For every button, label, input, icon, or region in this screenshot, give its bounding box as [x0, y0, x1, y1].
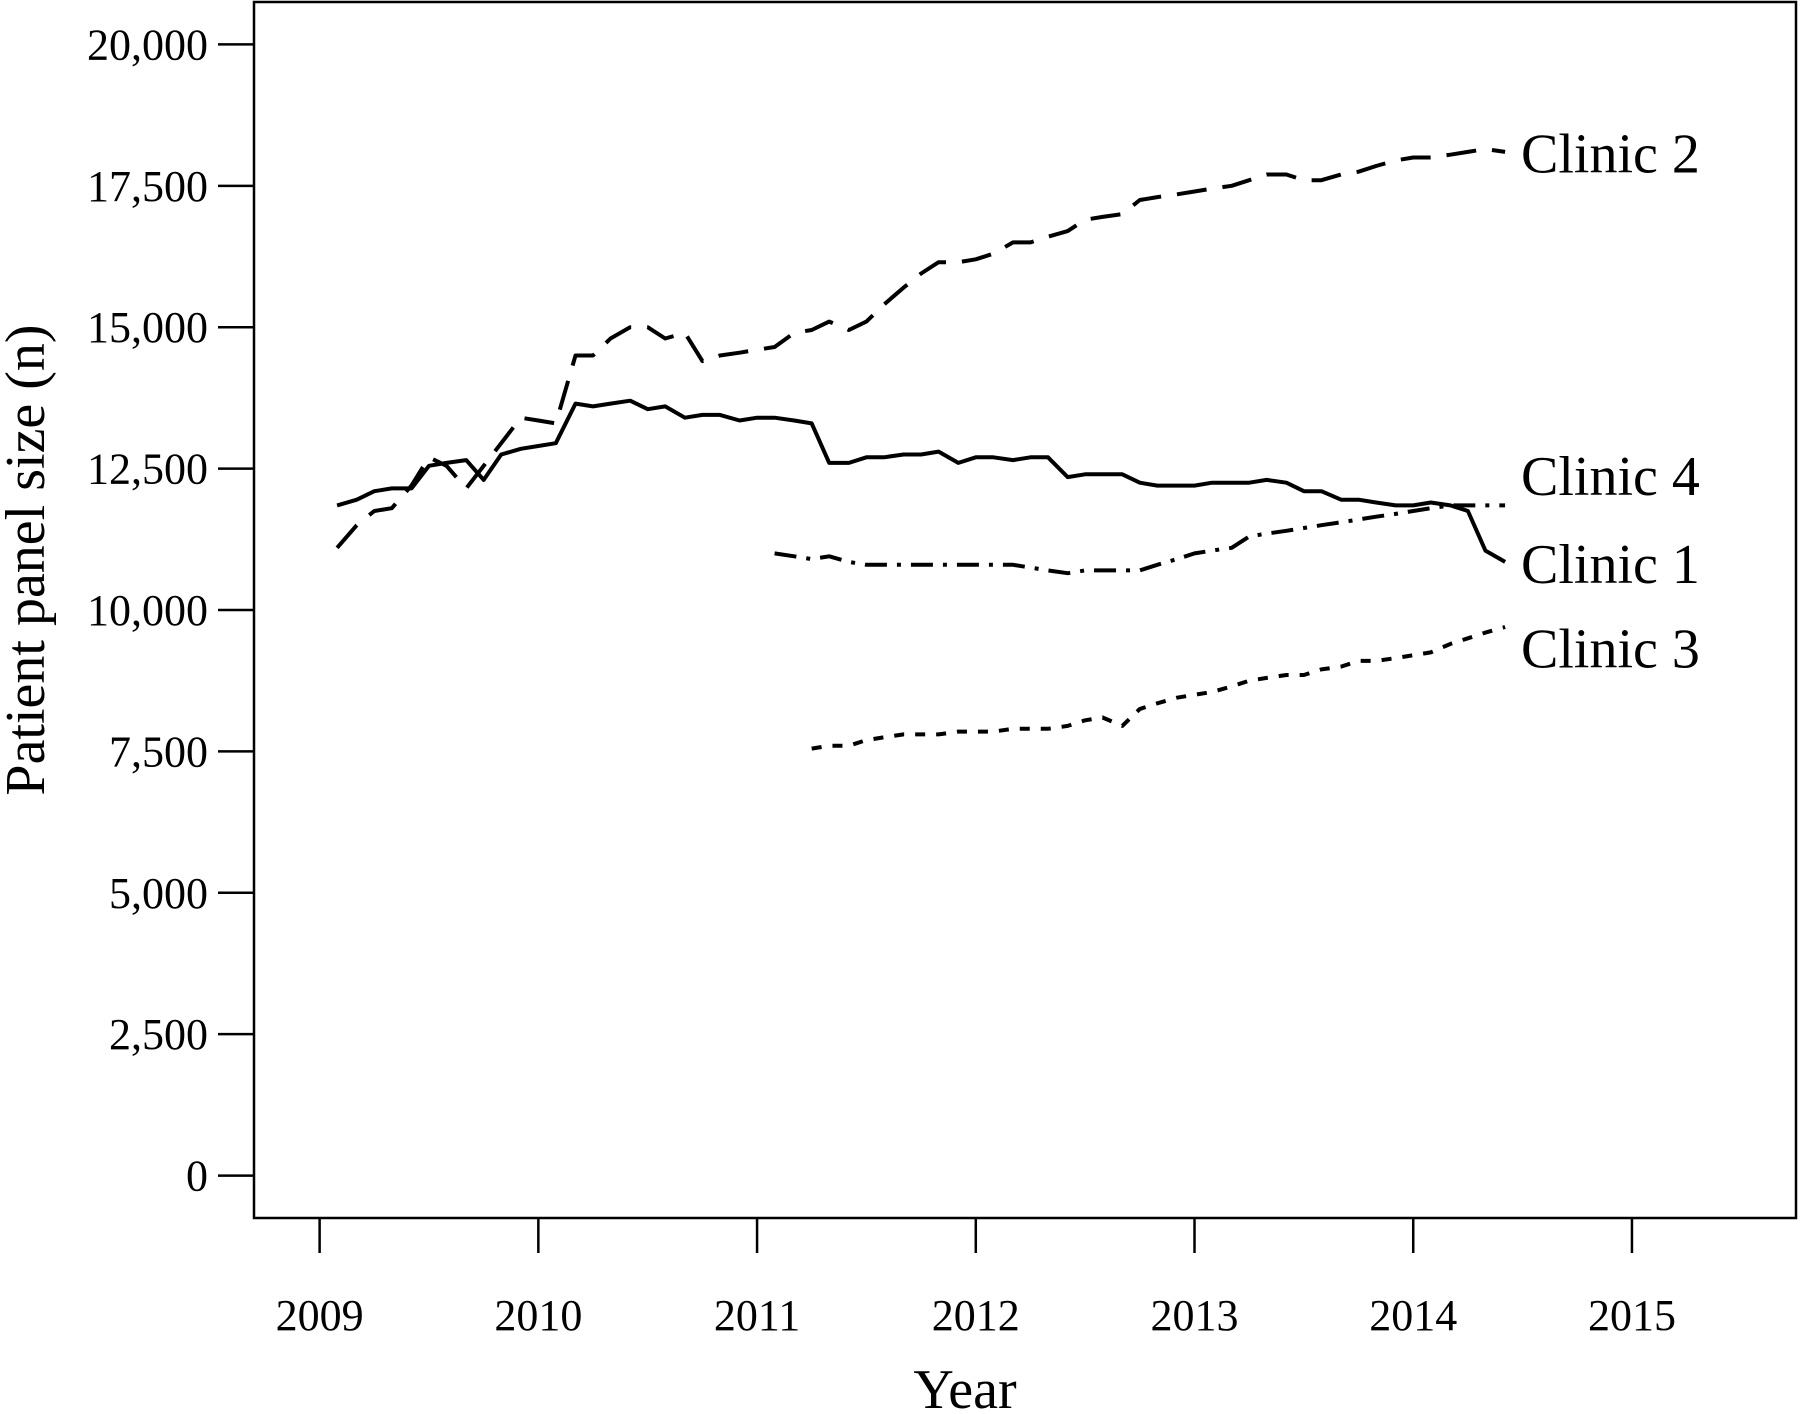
x-tick-label: 2014 [1369, 1291, 1457, 1340]
series-labels: Clinic 2 Clinic 4 Clinic 1 Clinic 3 [1521, 124, 1700, 681]
y-tick-label: 2,500 [109, 1010, 208, 1059]
y-tick-label: 15,000 [87, 303, 208, 352]
y-tick-label: 5,000 [109, 869, 208, 918]
series-line-clinic-3 [811, 625, 1506, 751]
y-tick-label: 12,500 [87, 445, 208, 494]
series-label: Clinic 4 [1521, 446, 1700, 508]
series-line-clinic-1 [336, 398, 1507, 564]
x-tick-label: 2013 [1151, 1291, 1239, 1340]
x-tick-label: 2012 [932, 1291, 1020, 1340]
series-line-clinic-4 [774, 503, 1506, 576]
y-tick-label: 17,500 [87, 162, 208, 211]
y-tick-label: 10,000 [87, 586, 208, 635]
y-axis-title: Patient panel size (n) [0, 324, 57, 795]
x-tick-label: 2011 [714, 1291, 800, 1340]
series-label: Clinic 2 [1521, 124, 1700, 186]
x-tick-label: 2010 [494, 1291, 582, 1340]
series-lines [335, 147, 1507, 751]
x-tick-label: 2009 [276, 1291, 364, 1340]
series-line-clinic-2 [335, 147, 1506, 550]
y-axis: 0 2,500 5,000 7,500 10,000 12,500 15,000 17,500… [87, 20, 254, 1201]
x-tick-label: 2015 [1588, 1291, 1676, 1340]
x-axis: 2009 2010 2011 2012 2013 2014 2015 [276, 1218, 1676, 1340]
y-tick-label: 0 [186, 1152, 208, 1201]
y-tick-label: 7,500 [109, 727, 208, 776]
x-axis-title: Year [913, 1359, 1017, 1414]
series-label: Clinic 1 [1521, 534, 1700, 596]
series-label: Clinic 3 [1521, 619, 1700, 681]
y-tick-label: 20,000 [87, 20, 208, 69]
